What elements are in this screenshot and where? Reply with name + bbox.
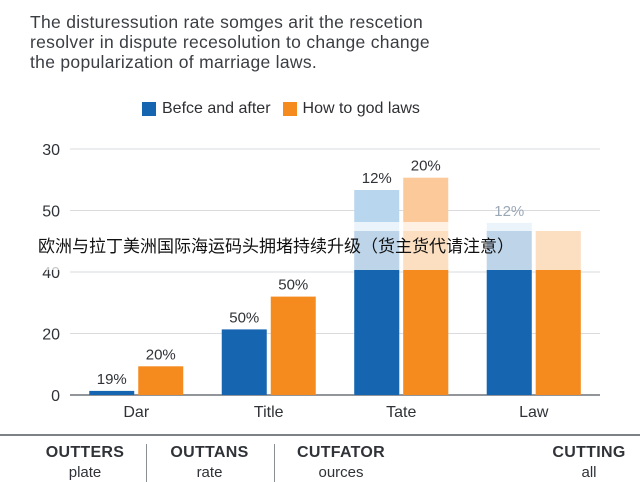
chart-legend: Befce and after How to god laws (142, 99, 420, 119)
footer-sub-1: plate (68, 464, 102, 481)
title-line-1: The disturessution rate somges arit the … (30, 12, 424, 32)
legend-label-series-2: How to god laws (302, 100, 420, 117)
data-label: 12% (494, 203, 524, 220)
footer-sub-4: all (581, 464, 597, 481)
footer-heading-1: OUTTERS (45, 444, 125, 461)
footer-col-2: OUTTANS rate (152, 444, 267, 481)
legend-swatch-orange (282, 102, 297, 116)
footer-sub-3: ources (318, 464, 364, 481)
footer-sub-2: rate (196, 464, 223, 481)
data-label: 20% (146, 346, 176, 363)
y-tick-label: 50 (42, 204, 60, 221)
title-line-3: the popularization of marriage laws. (30, 52, 318, 72)
footer-col-1: OUTTERS plate (30, 444, 140, 481)
bar-chart: 02040503019%20%Dar50%50%Title12%20%Tate1… (42, 142, 600, 421)
y-tick-label: 20 (42, 327, 60, 344)
y-tick-label: 0 (51, 388, 60, 405)
footer-divider (274, 444, 275, 482)
data-label: 50% (229, 309, 259, 326)
legend-item-series-2: How to god laws (282, 100, 420, 118)
data-label: 12% (362, 170, 392, 187)
data-label: 20% (411, 158, 441, 175)
footer-col-4: CUTTING all (538, 444, 640, 481)
x-tick-label: Law (519, 404, 549, 421)
x-tick-label: Title (254, 404, 284, 421)
chart-title: The disturessution rate somges arit the … (30, 12, 610, 72)
footer-divider (146, 444, 147, 482)
footer-heading-3: CUTFATOR (296, 444, 386, 461)
data-label: 19% (97, 371, 127, 388)
legend-item-series-1: Befce and after (142, 100, 271, 118)
bar (138, 366, 184, 395)
y-tick-label: 30 (42, 142, 60, 159)
footer-col-3: CUTFATOR ources (282, 444, 400, 481)
legend-swatch-blue (142, 102, 156, 116)
bar (221, 329, 267, 395)
caption-overlay-band (0, 222, 640, 270)
title-line-2: resolver in dispute recesolution to chan… (30, 32, 430, 52)
bar (89, 390, 135, 395)
legend-label-series-1: Befce and after (162, 100, 271, 117)
footer-heading-2: OUTTANS (170, 444, 249, 461)
caption-overlay-text: 欧洲与拉丁美洲国际海运码头拥堵持续升级（货主货代请注意） (38, 237, 514, 257)
data-label: 50% (278, 277, 308, 294)
footer-heading-4: CUTTING (552, 444, 626, 461)
x-tick-label: Dar (123, 404, 149, 421)
bar (270, 296, 316, 395)
x-tick-label: Tate (386, 404, 416, 421)
footer-table: OUTTERS plate OUTTANS rate CUTFATOR ourc… (0, 434, 640, 482)
